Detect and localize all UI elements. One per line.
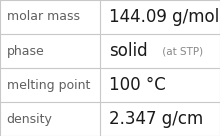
Text: melting point: melting point (7, 78, 90, 92)
Text: phase: phase (7, 44, 44, 58)
Text: (at STP): (at STP) (159, 46, 203, 56)
Text: 144.09 g/mol: 144.09 g/mol (109, 8, 219, 26)
Text: density: density (7, 112, 53, 126)
Text: 100 °C: 100 °C (109, 76, 166, 94)
Text: 2.347 g/cm: 2.347 g/cm (109, 110, 203, 128)
Text: solid: solid (109, 42, 148, 60)
Text: molar mass: molar mass (7, 10, 80, 24)
